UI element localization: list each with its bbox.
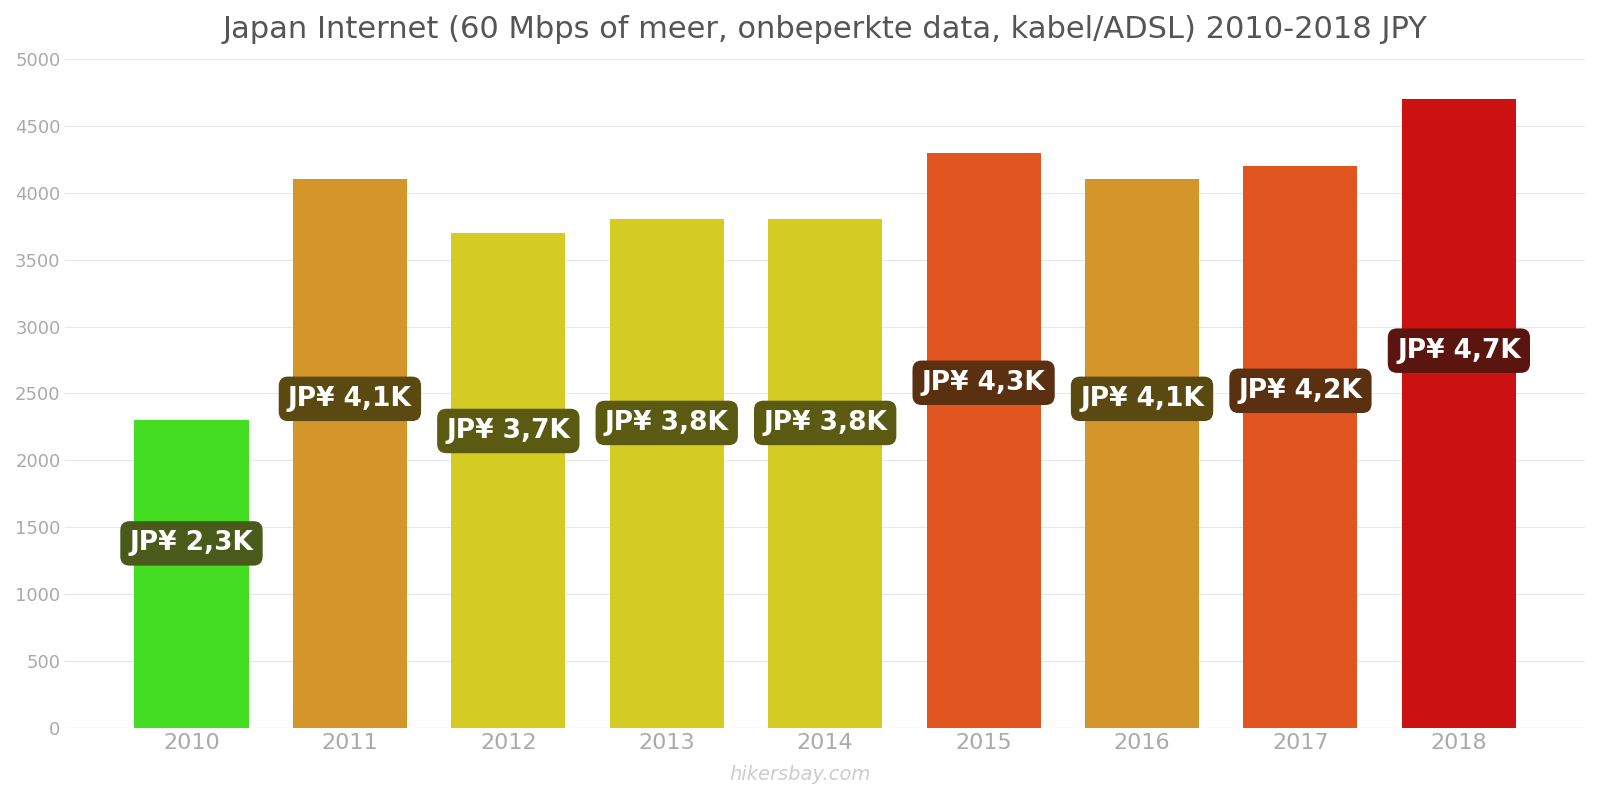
Text: JP¥ 3,8K: JP¥ 3,8K <box>763 410 886 436</box>
Text: JP¥ 4,7K: JP¥ 4,7K <box>1397 338 1520 364</box>
Text: JP¥ 4,3K: JP¥ 4,3K <box>922 370 1045 396</box>
Text: hikersbay.com: hikersbay.com <box>730 765 870 784</box>
Text: JP¥ 4,2K: JP¥ 4,2K <box>1238 378 1362 404</box>
Bar <box>451 233 565 728</box>
Title: Japan Internet (60 Mbps of meer, onbeperkte data, kabel/ADSL) 2010-2018 JPY: Japan Internet (60 Mbps of meer, onbeper… <box>222 15 1427 44</box>
Bar <box>768 219 882 728</box>
Bar <box>1402 99 1515 728</box>
Bar <box>293 179 406 728</box>
Bar <box>134 420 248 728</box>
Text: JP¥ 3,7K: JP¥ 3,7K <box>446 418 570 444</box>
Bar <box>1243 166 1357 728</box>
Bar <box>1085 179 1198 728</box>
Text: JP¥ 2,3K: JP¥ 2,3K <box>130 530 253 557</box>
Bar <box>610 219 723 728</box>
Bar <box>926 153 1040 728</box>
Text: JP¥ 4,1K: JP¥ 4,1K <box>288 386 411 412</box>
Text: JP¥ 3,8K: JP¥ 3,8K <box>605 410 728 436</box>
Text: JP¥ 4,1K: JP¥ 4,1K <box>1080 386 1203 412</box>
